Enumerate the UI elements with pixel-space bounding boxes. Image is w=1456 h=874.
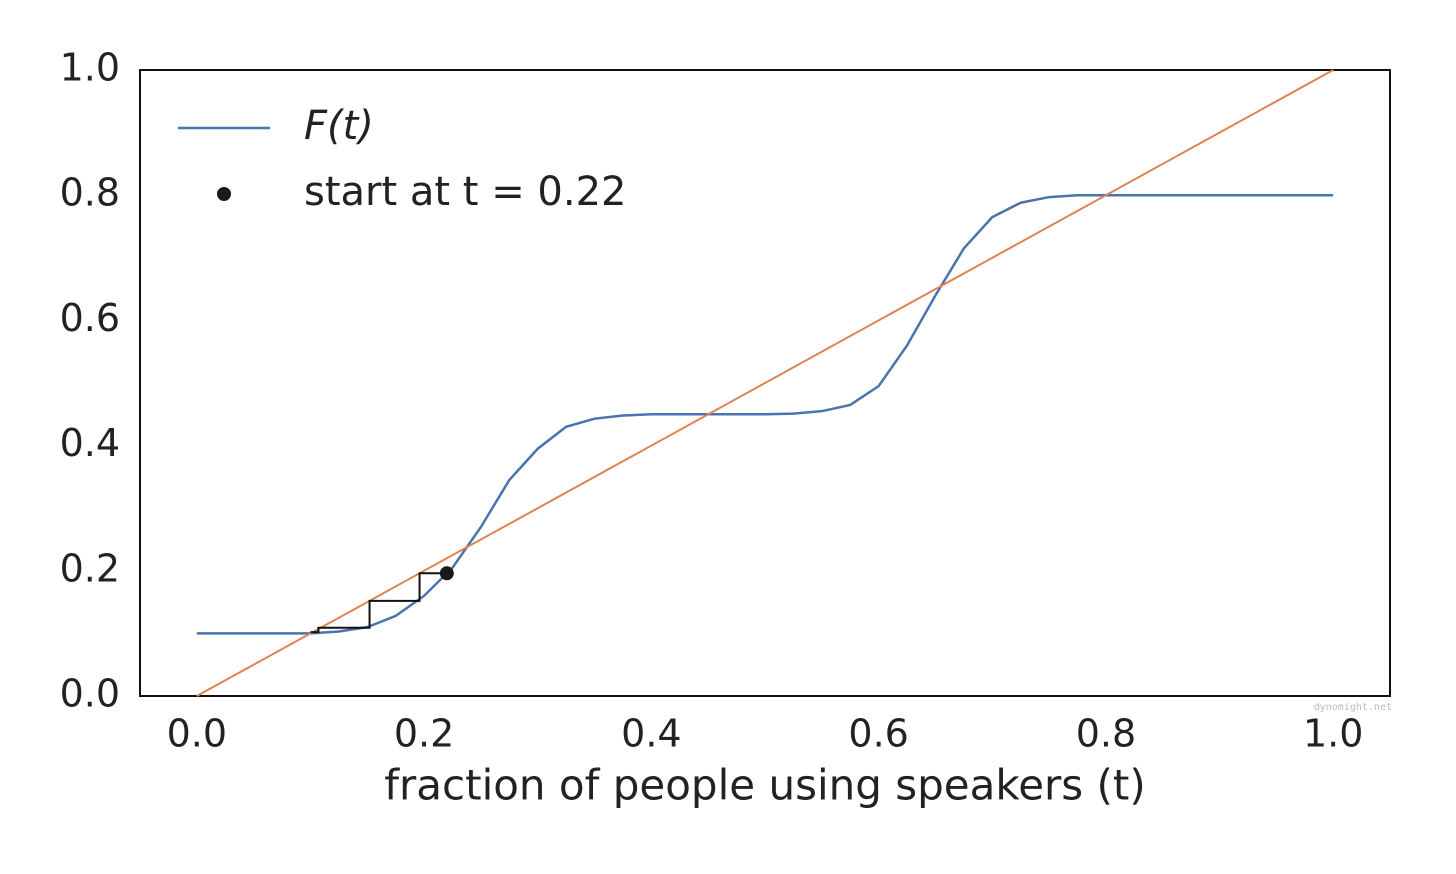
y-tick-label: 0.4	[60, 421, 120, 465]
watermark: dynomight.net	[1314, 702, 1392, 713]
y-tick-label: 0.2	[60, 546, 120, 590]
legend-label: start at t = 0.22	[304, 169, 626, 215]
x-tick-label: 1.0	[1303, 712, 1363, 756]
series-line	[196, 69, 1334, 697]
x-tick-label: 0.0	[167, 712, 227, 756]
y-tick-label: 0.8	[60, 171, 120, 215]
legend-marker	[217, 187, 231, 201]
x-tick-label: 0.2	[394, 712, 454, 756]
x-tick-label: 0.4	[621, 712, 681, 756]
series-line	[196, 193, 1334, 635]
legend-label: F(t)	[304, 103, 374, 149]
x-tick-label: 0.8	[1076, 712, 1136, 756]
x-tick-label: 0.6	[848, 712, 908, 756]
start-point	[439, 566, 454, 581]
y-tick-label: 0.0	[60, 672, 120, 716]
y-tick-label: 1.0	[60, 46, 120, 90]
series-line	[310, 572, 447, 634]
plot-frame	[139, 69, 1391, 697]
y-tick-label: 0.6	[60, 296, 120, 340]
x-axis-label: fraction of people using speakers (t)	[384, 761, 1146, 810]
